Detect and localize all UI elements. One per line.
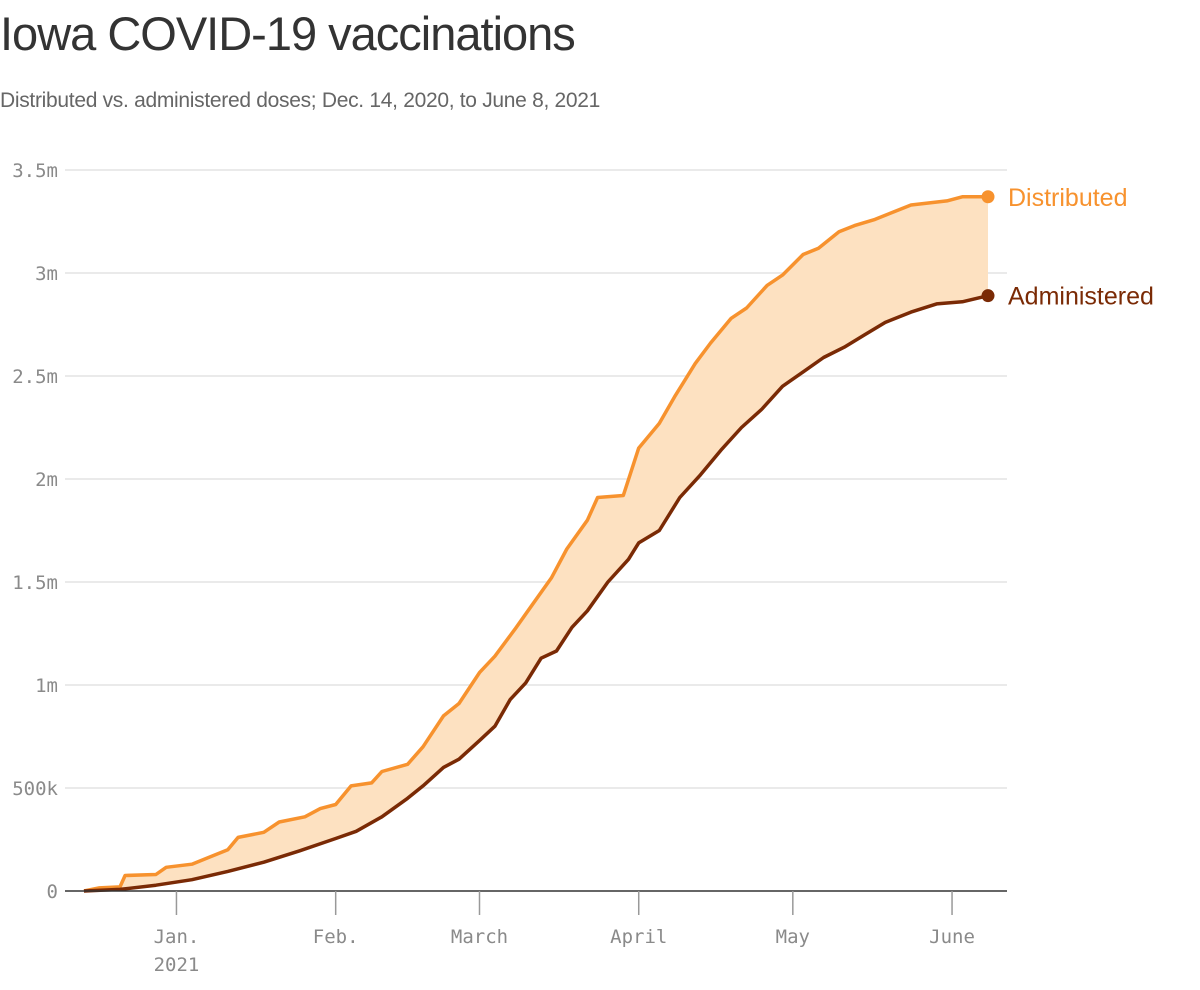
distributed-line	[83, 195, 988, 893]
chart-subtitle: Distributed vs. administered doses; Dec.…	[0, 89, 601, 112]
y-tick-label: 1.5m	[12, 572, 58, 594]
x-tick-label: Feb.	[313, 926, 359, 948]
y-tick-label: 2.5m	[12, 366, 58, 388]
y-tick-label: 3.5m	[12, 160, 58, 182]
y-tick-label: 3m	[35, 263, 58, 285]
x-tick-label: Jan.	[154, 926, 200, 948]
x-tick-label: April	[610, 926, 667, 948]
x-tick-sublabel: 2021	[154, 954, 200, 976]
y-tick-label: 2m	[35, 469, 58, 491]
y-tick-label: 1m	[35, 675, 58, 697]
y-tick-label: 500k	[12, 778, 58, 800]
distributed-series-label: Distributed	[1008, 184, 1128, 212]
y-tick-label: 0	[47, 881, 58, 903]
x-tick-label: June	[929, 926, 975, 948]
gap-band	[84, 196, 988, 892]
x-tick-label: March	[451, 926, 508, 948]
distributed-end-point	[981, 190, 995, 204]
administered-series-label: Administered	[1008, 283, 1154, 311]
chart-title: Iowa COVID-19 vaccinations	[0, 7, 576, 60]
x-tick-label: May	[776, 926, 810, 948]
administered-end-point	[981, 289, 995, 303]
administered-line	[83, 293, 989, 893]
